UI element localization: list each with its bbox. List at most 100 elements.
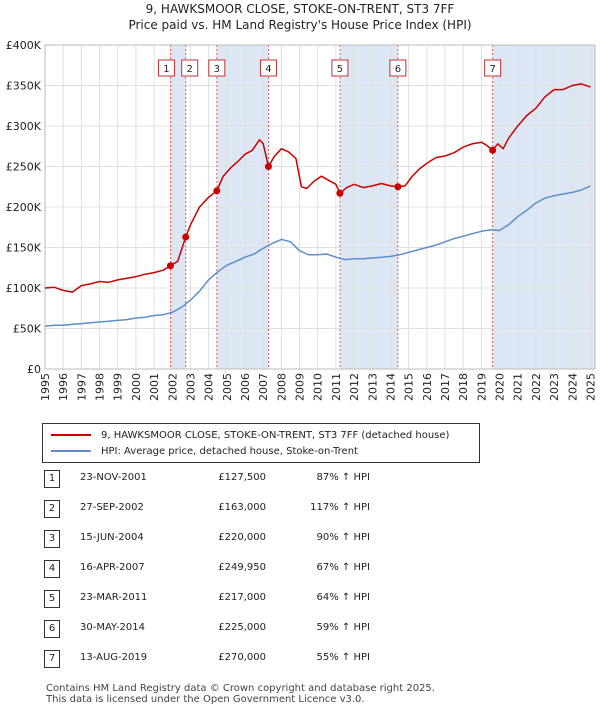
sale-date: 23-NOV-2001 <box>80 472 147 483</box>
y-tick-label: £250K <box>6 161 42 174</box>
sale-hpi-change: 64% ↑ HPI <box>316 592 370 603</box>
y-tick-label: £300K <box>6 120 42 133</box>
sale-date: 15-JUN-2004 <box>80 532 144 543</box>
footer-licence: This data is licensed under the Open Gov… <box>46 694 365 705</box>
sale-hpi-change: 90% ↑ HPI <box>316 532 370 543</box>
table-row: 1 23-NOV-2001 £127,500 87% ↑ HPI <box>0 468 600 488</box>
x-tick-label: 2018 <box>457 373 470 401</box>
sale-price: £220,000 <box>218 532 266 543</box>
table-row: 2 27-SEP-2002 £163,000 117% ↑ HPI <box>0 498 600 518</box>
legend-label-hpi: HPI: Average price, detached house, Stok… <box>101 445 358 457</box>
sale-hpi-change: 117% ↑ HPI <box>310 502 370 513</box>
x-tick-label: 2017 <box>439 373 452 401</box>
sale-date: 13-AUG-2019 <box>80 652 148 663</box>
y-tick-label: £350K <box>6 80 42 93</box>
x-tick-label: 2019 <box>475 373 488 401</box>
price-chart: £0 £50K £100K £150K £200K £250K £300K £350K £400… <box>6 39 598 401</box>
sale-number-label: 5 <box>337 64 343 75</box>
sale-date: 30-MAY-2014 <box>80 622 146 633</box>
sale-number-box <box>484 59 502 77</box>
sale-date: 27-SEP-2002 <box>80 502 144 513</box>
legend-item-hpi: HPI: Average price, detached house, Stok… <box>51 443 358 459</box>
sale-date: 23-MAR-2011 <box>80 592 148 603</box>
sale-number: 5 <box>44 590 60 608</box>
x-tick-label: 2025 <box>584 373 597 401</box>
x-tick-label: 2016 <box>421 373 434 401</box>
x-tick-label: 2010 <box>312 373 325 401</box>
chart-subtitle: Price paid vs. HM Land Registry's House … <box>128 18 472 32</box>
sale-number-label: 7 <box>489 64 495 75</box>
sale-date: 16-APR-2007 <box>80 562 145 573</box>
sale-number: 3 <box>44 530 60 548</box>
sale-number: 2 <box>44 500 60 518</box>
sale-number-label: 4 <box>265 64 271 75</box>
x-tick-label: 1999 <box>112 373 125 401</box>
sale-price: £249,950 <box>218 562 266 573</box>
x-tick-label: 2006 <box>239 373 252 401</box>
x-tick-label: 2021 <box>512 373 525 401</box>
sale-point <box>213 187 221 195</box>
legend: 9, HAWKSMOOR CLOSE, STOKE-ON-TRENT, ST3 … <box>42 423 480 463</box>
sale-point <box>336 189 344 197</box>
table-row: 3 15-JUN-2004 £220,000 90% ↑ HPI <box>0 528 600 548</box>
sale-number-box <box>181 59 199 77</box>
sale-point <box>182 233 190 241</box>
table-row: 4 16-APR-2007 £249,950 67% ↑ HPI <box>0 558 600 578</box>
y-tick-label: £150K <box>6 242 42 255</box>
sale-number-box <box>157 59 175 77</box>
y-tick-label: £0 <box>27 363 41 376</box>
sale-number-box <box>389 59 407 77</box>
x-tick-label: 2020 <box>494 373 507 401</box>
legend-item-property: 9, HAWKSMOOR CLOSE, STOKE-ON-TRENT, ST3 … <box>51 427 449 443</box>
plot-frame <box>44 44 596 370</box>
x-tick-label: 1996 <box>57 373 70 401</box>
x-tick-label: 2008 <box>275 373 288 401</box>
sale-number: 4 <box>44 560 60 578</box>
x-tick-label: 2012 <box>348 373 361 401</box>
chart-title: 9, HAWKSMOOR CLOSE, STOKE-ON-TRENT, ST3 … <box>145 2 455 16</box>
x-tick-label: 2001 <box>148 373 161 401</box>
x-tick-label: 2003 <box>184 373 197 401</box>
table-row: 5 23-MAR-2011 £217,000 64% ↑ HPI <box>0 588 600 608</box>
x-tick-label: 2004 <box>203 373 216 401</box>
sale-number-label: 3 <box>214 64 220 75</box>
hpi-line <box>44 185 591 327</box>
sale-number-label: 6 <box>395 64 401 75</box>
x-tick-label: 2011 <box>330 373 343 401</box>
x-tick-label: 2002 <box>166 373 179 401</box>
sale-point <box>394 183 402 191</box>
x-tick-label: 2013 <box>366 373 379 401</box>
x-tick-label: 1995 <box>39 373 52 401</box>
x-tick-label: 2000 <box>130 373 143 401</box>
sale-number-label: 2 <box>187 64 193 75</box>
y-tick-label: £400K <box>6 39 42 52</box>
footer-copyright: Contains HM Land Registry data © Crown c… <box>46 683 435 694</box>
sale-hpi-change: 67% ↑ HPI <box>316 562 370 573</box>
x-tick-label: 2022 <box>530 373 543 401</box>
sale-number: 1 <box>44 470 60 488</box>
sale-number-label: 1 <box>163 64 169 75</box>
sale-point <box>489 146 497 154</box>
x-tick-label: 2005 <box>221 373 234 401</box>
sale-number: 7 <box>44 650 60 668</box>
sale-number-box <box>259 59 277 77</box>
y-tick-label: £100K <box>6 282 42 295</box>
sale-number: 6 <box>44 620 60 638</box>
sale-number-box <box>331 59 349 77</box>
legend-label-property: 9, HAWKSMOOR CLOSE, STOKE-ON-TRENT, ST3 … <box>101 429 450 441</box>
sale-hpi-change: 55% ↑ HPI <box>316 652 370 663</box>
legend-swatch-hpi <box>51 450 91 452</box>
footer: Contains HM Land Registry data © Crown c… <box>46 683 435 705</box>
table-row: 7 13-AUG-2019 £270,000 55% ↑ HPI <box>0 648 600 668</box>
sale-point <box>264 163 272 171</box>
sale-price: £163,000 <box>218 502 266 513</box>
sale-price: £127,500 <box>218 472 266 483</box>
sale-hpi-change: 59% ↑ HPI <box>316 622 370 633</box>
y-tick-label: £200K <box>6 201 42 214</box>
x-tick-label: 2014 <box>384 373 397 401</box>
legend-swatch-property <box>51 434 91 436</box>
sale-point <box>166 262 174 270</box>
sale-price: £270,000 <box>218 652 266 663</box>
sale-hpi-change: 87% ↑ HPI <box>316 472 370 483</box>
sale-price: £217,000 <box>218 592 266 603</box>
